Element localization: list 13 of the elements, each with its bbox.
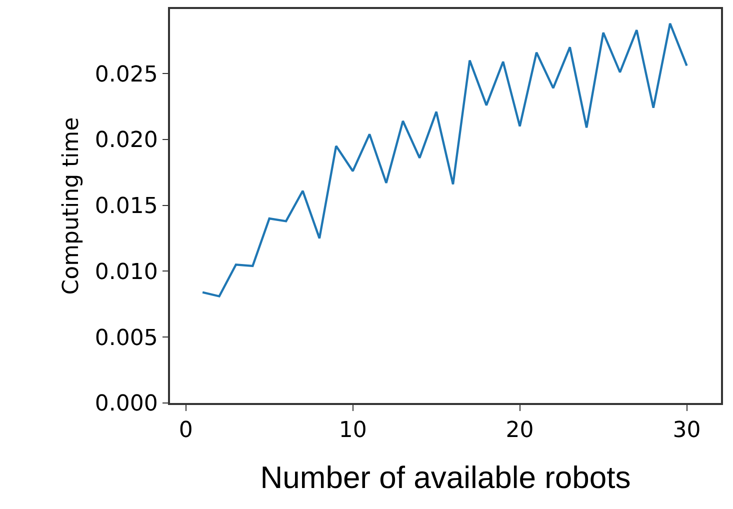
y-axis-title: Computing time bbox=[59, 117, 84, 295]
x-axis-title: Number of available robots bbox=[260, 460, 631, 495]
y-tick-label: 0.020 bbox=[94, 128, 158, 154]
y-tick-label: 0.000 bbox=[94, 392, 158, 417]
x-tick-label: 20 bbox=[506, 418, 534, 444]
y-tick-label: 0.005 bbox=[94, 326, 158, 351]
x-tick-label: 10 bbox=[338, 418, 367, 444]
y-tick-label: 0.010 bbox=[94, 260, 158, 285]
x-tick-label: 0 bbox=[178, 418, 193, 444]
y-tick-label: 0.025 bbox=[94, 62, 158, 88]
line-series bbox=[201, 22, 688, 298]
y-tick-label: 0.015 bbox=[94, 194, 158, 220]
x-tick-label: 30 bbox=[672, 418, 701, 444]
